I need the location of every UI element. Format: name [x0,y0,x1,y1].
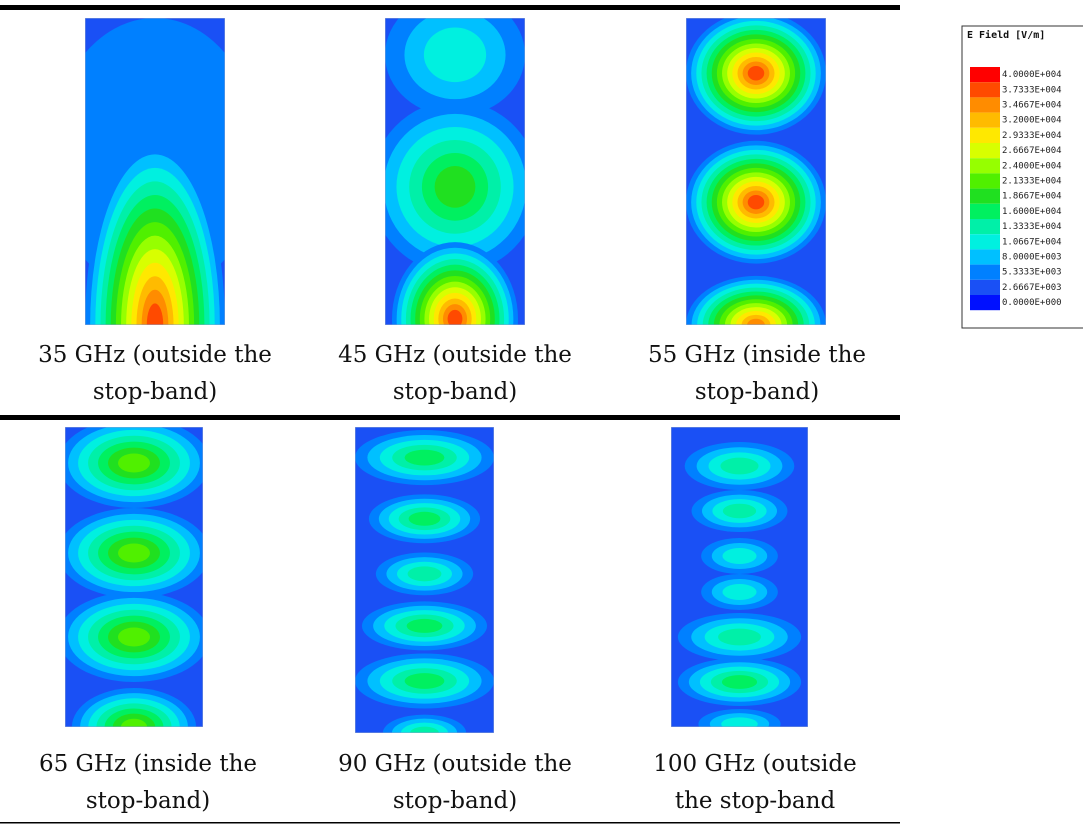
caption-line: 45 GHz (outside the [338,342,572,368]
field-contour [118,627,150,647]
legend-label: 3.2000E+004 [1002,116,1062,126]
caption-line: stop-band) [86,788,210,814]
field-contour [722,503,757,519]
rule-top [0,5,900,10]
caption-line: 35 GHz (outside the [38,342,272,368]
field-contour [722,584,757,600]
field-contour [120,718,148,727]
legend-label: 1.0667E+004 [1002,237,1062,247]
legend-title: E Field [V/m] [967,29,1045,41]
caption-line: 55 GHz (inside the [648,342,866,368]
legend-label: 2.6667E+004 [1002,146,1062,156]
legend-label: 2.1333E+004 [1002,177,1062,187]
legend-label: 4.0000E+004 [1002,70,1062,80]
rule-middle [0,415,900,420]
legend-label: 3.4667E+004 [1002,101,1062,111]
legend-swatch [970,203,1000,219]
legend-swatch [970,188,1000,204]
field-contour [747,66,765,81]
field-contour [404,449,445,466]
caption-line: 100 GHz (outside [653,751,856,777]
legend-label: 0.0000E+000 [1002,298,1062,308]
legend-swatch [970,97,1000,113]
legend-swatch [970,173,1000,189]
field-contour [407,566,442,582]
legend-label: 2.6667E+003 [1002,283,1062,293]
field-contour [720,457,759,475]
field-contour [408,511,441,526]
field-contour [747,318,765,325]
field-contour [434,166,476,208]
legend-swatch [970,295,1000,311]
field-contour [718,628,761,646]
caption-line: stop-band) [93,379,217,405]
legend-label: 8.0000E+003 [1002,253,1062,263]
legend-swatch [970,158,1000,174]
rule-bottom [0,822,900,824]
legend-swatch [970,127,1000,143]
legend-swatch [970,143,1000,159]
field-plot [671,427,808,727]
field-contour [404,673,445,689]
legend-label: 1.6000E+004 [1002,207,1062,217]
legend-label: 1.8667E+004 [1002,192,1062,202]
legend-swatch [970,112,1000,128]
caption-line: the stop-band [675,788,836,814]
field-contour [118,543,150,563]
field-contour [721,675,758,689]
field-contour [721,717,758,727]
legend-swatch [970,279,1000,295]
caption-line: 65 GHz (inside the [39,751,257,777]
field-contour [118,453,150,473]
field-plot [65,427,203,727]
legend-label: 2.4000E+004 [1002,161,1062,171]
caption-line: stop-band) [695,379,819,405]
field-contour [447,309,463,325]
field-contour [423,27,487,83]
caption-line: stop-band) [393,379,517,405]
legend-swatch [970,249,1000,265]
legend-swatch [970,82,1000,98]
field-contour [410,726,439,733]
field-contour [747,194,765,210]
caption-line: stop-band) [393,788,517,814]
field-plot [686,18,826,325]
legend-swatch [970,234,1000,250]
legend-label: 2.9333E+004 [1002,131,1062,141]
legend-label: 5.3333E+003 [1002,268,1062,278]
legend-label: 1.3333E+004 [1002,222,1062,232]
field-contour [722,548,757,564]
legend-swatch [970,219,1000,235]
field-plot [85,18,225,325]
field-plot [385,18,525,325]
field-plot [355,427,494,733]
caption-line: 90 GHz (outside the [338,751,572,777]
legend-label: 3.7333E+004 [1002,85,1062,95]
field-contour [406,618,443,633]
legend-swatch [970,67,1000,83]
legend-swatch [970,264,1000,280]
field-contour [146,303,164,325]
